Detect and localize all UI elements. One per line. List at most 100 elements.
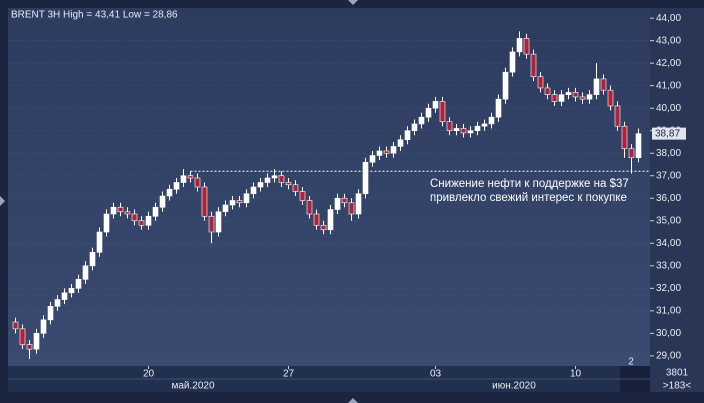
candle-body (390, 146, 397, 154)
x-tick-label: 03 (430, 369, 442, 380)
y-tick-label: 31,00 (656, 305, 681, 316)
y-tick-label: 35,00 (656, 215, 681, 226)
candle-body (229, 200, 236, 206)
candle-body (523, 38, 530, 55)
candle-body (180, 175, 187, 183)
month-label: май.2020 (171, 381, 214, 392)
candle-body (621, 125, 628, 150)
candle-body (348, 202, 355, 215)
candle-body (502, 71, 509, 100)
candle-body (544, 87, 551, 95)
candle-body (628, 148, 635, 159)
y-tick-label: 42,00 (656, 58, 681, 69)
chart-title: BRENT 3H High = 43,41 Low = 28,86 (11, 10, 178, 21)
candle-body (208, 215, 215, 233)
candle-body (404, 130, 411, 141)
candle-body (530, 53, 537, 77)
candle-body (187, 175, 194, 179)
candle-body (509, 51, 516, 73)
candle-body (327, 209, 334, 231)
y-tick-label: 29,00 (656, 351, 681, 362)
candle-body (579, 96, 586, 100)
candle-body (551, 94, 558, 102)
candle-body (341, 197, 348, 204)
footer-count: 3801 (666, 368, 689, 379)
candle-body (278, 175, 285, 183)
candle-body (516, 38, 523, 53)
candle-body (537, 76, 544, 89)
candle-body (376, 150, 383, 156)
candle-body (474, 125, 481, 132)
candle-body (586, 94, 593, 100)
x-tick-label: 10 (570, 369, 582, 380)
candle-body (453, 128, 460, 132)
candle-body (607, 89, 614, 107)
candle-body (75, 279, 82, 289)
y-tick-label: 37,00 (656, 170, 681, 181)
annotation: Снижение нефти к поддержке на $37 (430, 178, 629, 190)
candle-body (264, 177, 271, 183)
bottom-marker (348, 398, 358, 403)
candle-body (250, 186, 257, 195)
candle-body (383, 150, 390, 154)
candle-body (418, 116, 425, 125)
candle-body (110, 206, 117, 215)
candle-body (460, 128, 467, 134)
last-price-box (652, 127, 686, 140)
annotation: привлекло свежий интерес к покупке (430, 192, 627, 204)
candle-body (159, 195, 166, 208)
candle-body (124, 211, 131, 215)
candle-body (439, 101, 446, 123)
candle-body (411, 123, 418, 132)
y-axis-area (650, 8, 704, 392)
candle-body (593, 78, 600, 95)
candle-body (425, 107, 432, 118)
y-tick-label: 32,00 (656, 283, 681, 294)
candle-body (313, 213, 320, 226)
panel-number: 2 (628, 357, 634, 368)
footer-range: >183< (663, 381, 692, 392)
candle-body (215, 211, 222, 233)
candle-body (82, 265, 89, 280)
candle-body (446, 121, 453, 132)
candle-body (355, 193, 362, 215)
top-marker (348, 0, 358, 5)
candle-body (467, 130, 474, 134)
candle-body (488, 116, 495, 125)
candle-body (47, 306, 54, 321)
candle-body (96, 231, 103, 253)
y-tick-label: 41,00 (656, 80, 681, 91)
candle-body (152, 206, 159, 217)
candle-body (26, 344, 33, 350)
candle-body (19, 328, 26, 345)
candle-body (236, 200, 243, 204)
candle-body (257, 182, 264, 188)
candle-body (271, 175, 278, 179)
candle-body (61, 292, 68, 300)
left-marker (0, 196, 5, 206)
candle-body (306, 200, 313, 215)
candle-body (369, 155, 376, 163)
last-price-label: 38,87 (655, 128, 680, 139)
candle-body (201, 186, 208, 217)
candle-body (320, 224, 327, 231)
candle-body (614, 105, 621, 127)
y-tick-label: 34,00 (656, 238, 681, 249)
y-tick-label: 44,00 (656, 13, 681, 24)
candle-body (600, 78, 607, 91)
y-tick-label: 40,00 (656, 103, 681, 114)
y-tick-label: 33,00 (656, 260, 681, 271)
candle-body (222, 204, 229, 213)
candle-body (194, 177, 201, 188)
candle-body (299, 191, 306, 201)
candle-body (54, 299, 61, 307)
candle-body (166, 188, 173, 197)
y-tick-label: 43,00 (656, 35, 681, 46)
candle-body (635, 133, 642, 159)
candle-body (40, 319, 47, 334)
candle-body (138, 220, 145, 226)
candle-body (481, 123, 488, 127)
candle-body (131, 213, 138, 222)
candle-body (145, 215, 152, 226)
